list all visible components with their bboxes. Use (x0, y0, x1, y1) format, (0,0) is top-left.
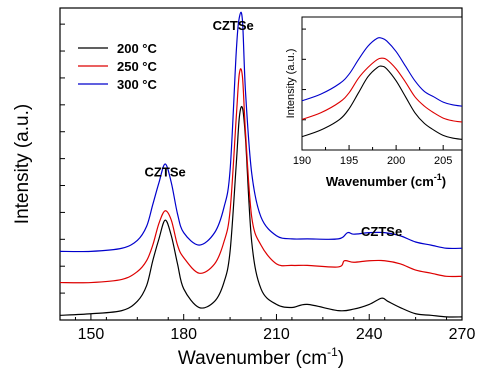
inset-series-line-2 (301, 57, 463, 123)
inset-x-axis-title-sup: -1 (434, 172, 442, 182)
x-tick-label: 150 (78, 326, 105, 343)
peak-annotation-1: CZTSe (145, 164, 186, 179)
peak-annotation-3: CZTSe (361, 224, 402, 239)
x-axis-title-sup: -1 (327, 345, 338, 359)
y-axis-title: Intensity (a.u.) (12, 104, 33, 224)
inset-x-axis-title: Wavenumber (cm-1) (326, 172, 446, 189)
inset-series-line-1 (301, 65, 463, 140)
x-tick-label: 180 (170, 326, 197, 343)
x-axis-title-text: Wavenumber (cm (178, 348, 327, 369)
x-tick-label: 240 (356, 326, 383, 343)
x-axis-title-close: ) (338, 348, 344, 369)
inset-x-tick-label: 190 (293, 155, 311, 167)
x-axis-title: Wavenumber (cm-1) (178, 345, 344, 369)
inset-y-axis-title: Intensity (a.u.) (285, 49, 297, 119)
series-line-3 (59, 11, 463, 253)
inset-frame (301, 16, 463, 151)
inset-x-tick-label: 200 (387, 155, 405, 167)
legend-label-2: 250 °C (117, 59, 158, 74)
inset-x-axis-title-close: ) (442, 174, 446, 189)
legend-label-1: 200 °C (117, 41, 158, 56)
series-line-2 (59, 68, 463, 284)
inset-series-line-3 (301, 37, 463, 107)
inset-x-axis-title-text: Wavenumber (cm (326, 174, 434, 189)
series-line-1 (59, 105, 463, 318)
x-tick-label: 270 (449, 326, 476, 343)
inset-x-tick-label: 195 (340, 155, 358, 167)
x-tick-label: 210 (263, 326, 290, 343)
legend-label-3: 300 °C (117, 77, 158, 92)
inset-x-tick-label: 205 (434, 155, 452, 167)
peak-annotation-2: CZTSe (213, 18, 254, 33)
